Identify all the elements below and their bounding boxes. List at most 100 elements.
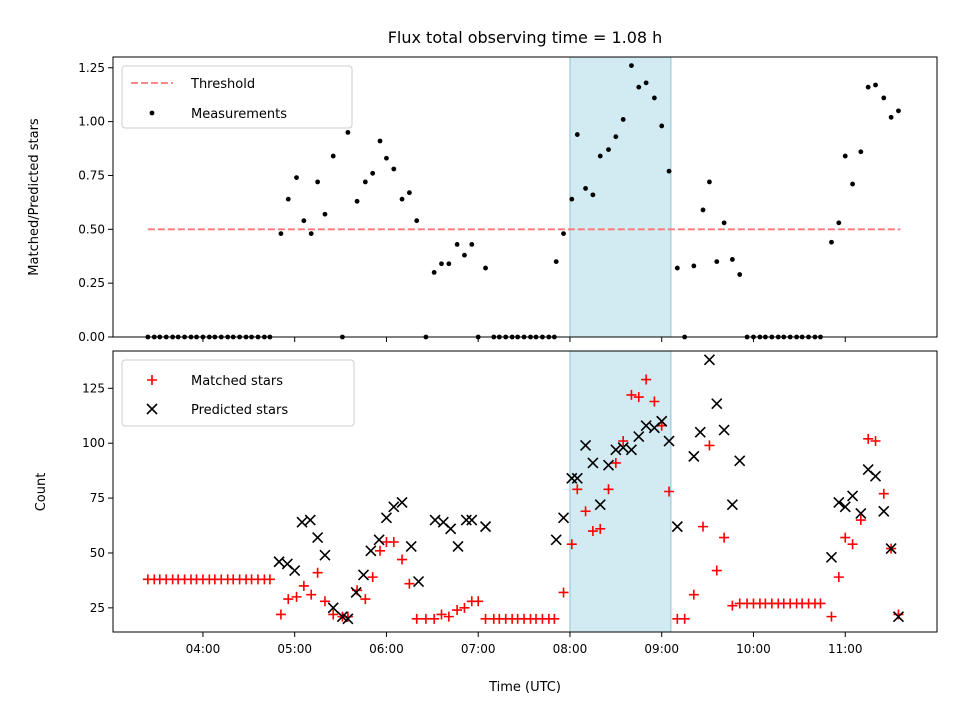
matched-star-point <box>473 596 484 607</box>
y-tick-label: 0.00 <box>78 330 105 344</box>
measurement-point <box>574 132 580 137</box>
measurement-point <box>597 153 603 159</box>
matched-star-point <box>664 486 675 497</box>
predicted-star-point <box>656 415 668 427</box>
measurement-point <box>700 207 706 213</box>
measurement-point <box>391 166 397 172</box>
measurement-point <box>454 241 460 247</box>
predicted-star-point <box>855 507 867 520</box>
measurement-point <box>674 265 680 271</box>
y-tick-label: 0.50 <box>78 222 105 236</box>
predicted-star-point <box>579 439 592 451</box>
predicted-star-point <box>429 514 441 526</box>
x-tick-label: 11:00 <box>828 642 863 656</box>
matched-star-point <box>436 609 447 620</box>
predicted-star-point <box>640 420 652 432</box>
legend-measurements-label: Measurements <box>191 107 287 122</box>
predicted-star-point <box>466 514 478 526</box>
matched-star-point <box>264 574 275 585</box>
predicted-star-point <box>571 472 583 484</box>
matched-star-point <box>342 611 353 622</box>
x-tick-label: 06:00 <box>369 642 404 656</box>
matched-star-point <box>587 526 598 537</box>
matched-star-point <box>572 484 583 495</box>
top-panel: 0.00 0.25 0.50 0.75 1.00 1.25 Threshold Measure… <box>78 56 938 344</box>
measurement-point <box>362 179 368 185</box>
measurement-point <box>301 218 307 224</box>
y-tick-label: 25 <box>90 601 105 615</box>
matched-star-point <box>452 605 463 616</box>
matched-star-point <box>633 392 644 403</box>
predicted-star-point <box>892 611 905 623</box>
top-y-axis-label: Matched/Predicted stars <box>27 118 42 276</box>
matched-star-point <box>360 594 371 605</box>
top-legend: Threshold Measurements <box>121 65 353 129</box>
measurement-point <box>370 170 376 176</box>
predicted-star-point <box>833 496 845 509</box>
predicted-star-point <box>610 444 622 456</box>
matched-star-point <box>367 572 378 583</box>
matched-star-point <box>649 396 660 407</box>
highlight-span <box>569 56 672 338</box>
predicted-star-point <box>566 472 578 484</box>
measurement-point <box>881 95 887 101</box>
measurement-point <box>446 261 452 267</box>
matched-star-point <box>291 591 302 602</box>
predicted-star-point <box>304 514 316 526</box>
predicted-star-point <box>557 512 570 524</box>
predicted-star-point <box>825 551 838 563</box>
predicted-star-point <box>703 354 716 366</box>
matched-star-point <box>429 613 440 624</box>
x-tick-label: 10:00 <box>736 642 771 656</box>
measurement-point <box>583 185 588 191</box>
predicted-star-point <box>694 426 706 438</box>
x-tick-label: 09:00 <box>644 642 679 656</box>
matched-star-point <box>375 545 386 556</box>
measurement-point <box>414 218 420 224</box>
predicted-star-point <box>452 540 464 552</box>
matched-star-point <box>558 587 569 598</box>
predicted-star-point <box>373 534 385 546</box>
measurement-point <box>643 80 649 86</box>
matched-star-point <box>698 521 709 532</box>
predicted-star-point <box>273 556 285 568</box>
predicted-star-point <box>460 514 472 526</box>
x-tick-label: 04:00 <box>186 642 221 656</box>
measurement-point <box>850 181 855 187</box>
measurement-point <box>865 84 871 90</box>
x-tick-label: 08:00 <box>553 642 588 656</box>
matched-star-point <box>893 609 904 620</box>
measurement-point <box>553 259 559 265</box>
chart-title: Flux total observing time = 1.08 h <box>388 28 663 47</box>
measurement-point <box>737 272 743 277</box>
predicted-star-point <box>357 569 370 581</box>
measurement-point <box>285 196 291 202</box>
measurement-point <box>659 123 665 129</box>
matched-star-point <box>878 488 889 499</box>
legend-threshold-label: Threshold <box>190 77 255 92</box>
predicted-star-point <box>388 501 400 513</box>
measurement-point <box>836 220 842 226</box>
matched-star-point <box>328 609 339 620</box>
y-tick-label: 50 <box>90 546 105 560</box>
highlight-span <box>569 350 672 633</box>
predicted-star-point <box>839 501 851 513</box>
y-tick-label: 1.25 <box>78 61 105 75</box>
matched-star-point <box>847 539 858 550</box>
legend-predicted-swatch <box>146 403 158 415</box>
predicted-star-point <box>289 564 301 577</box>
matched-star-point <box>863 433 874 444</box>
predicted-star-point <box>847 490 859 502</box>
predicted-star-point <box>380 512 393 524</box>
predicted-star-point <box>671 521 683 533</box>
predicted-star-point <box>550 534 562 546</box>
predicted-star-point <box>869 470 882 482</box>
matched-star-point <box>840 532 851 543</box>
matched-star-point <box>618 436 629 447</box>
matched-star-point <box>711 565 722 576</box>
predicted-star-point <box>312 532 324 544</box>
x-tick-label: 05:00 <box>277 642 312 656</box>
measurement-point <box>406 190 412 196</box>
predicted-star-point <box>412 575 425 588</box>
